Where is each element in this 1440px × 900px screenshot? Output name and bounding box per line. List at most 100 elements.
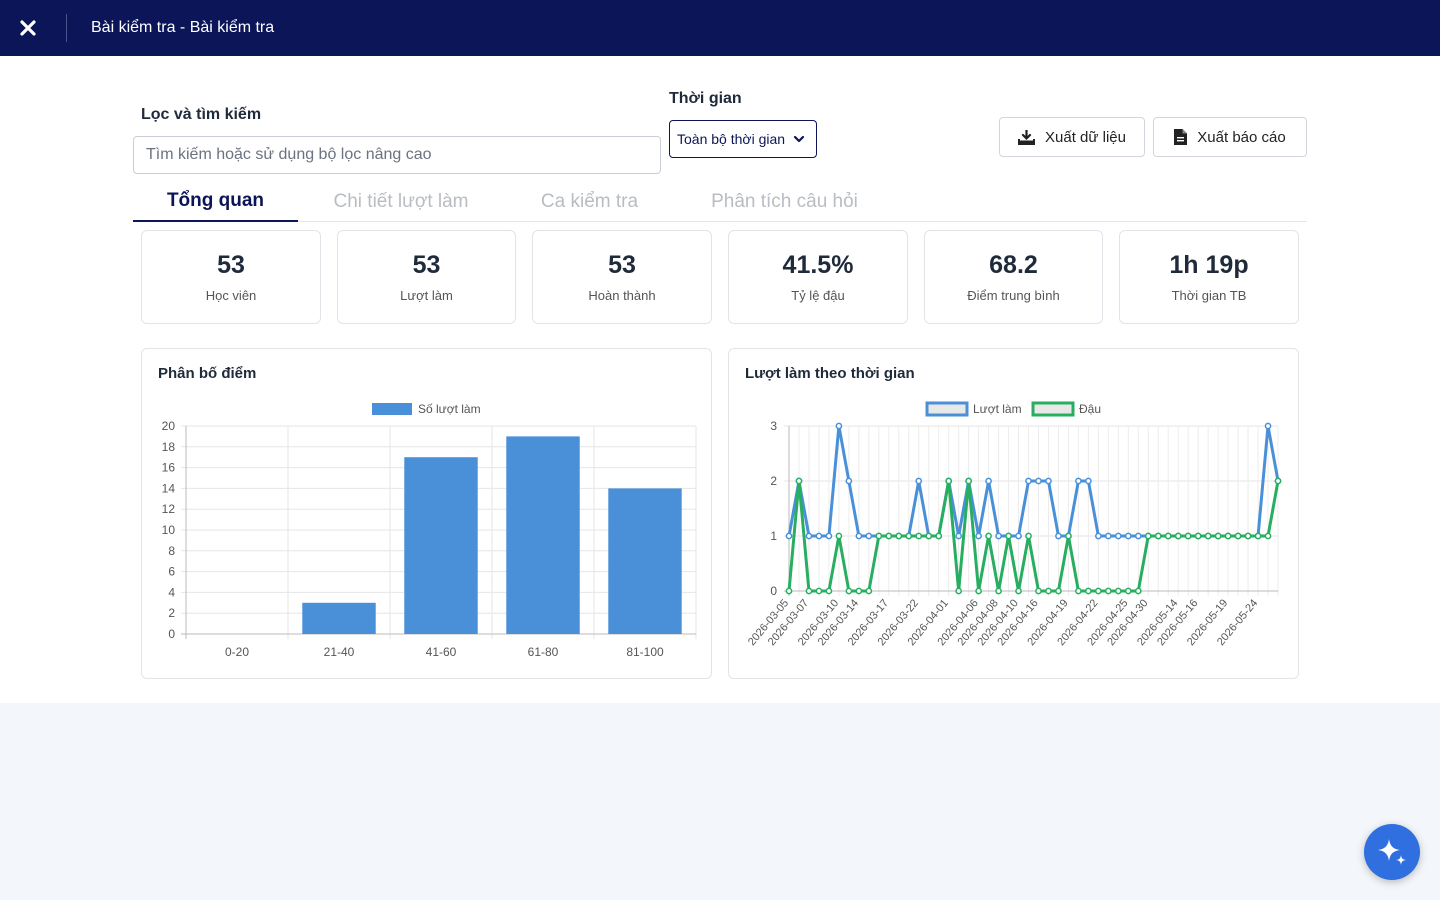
data-point	[1075, 477, 1082, 485]
legend-swatch	[925, 401, 969, 417]
stat-value: 53	[608, 251, 636, 279]
data-point	[905, 532, 913, 540]
data-point	[785, 532, 793, 540]
data-point	[1134, 532, 1142, 540]
data-point	[785, 587, 793, 595]
data-point	[1184, 532, 1192, 540]
data-point	[875, 532, 883, 540]
y-tick-label: 0	[770, 584, 777, 598]
bar	[404, 457, 478, 634]
data-point	[865, 532, 873, 540]
close-button[interactable]	[0, 0, 56, 56]
data-point	[1045, 587, 1052, 595]
data-point	[1055, 587, 1062, 595]
close-icon	[20, 20, 36, 36]
attempts-over-time-card: 0 1 2 3 2026-03-05 2026-03-07 2026-03-10 2026-0…	[728, 348, 1299, 679]
data-point	[1174, 532, 1182, 540]
time-range-select[interactable]: Toàn bộ thời gian	[669, 120, 817, 158]
data-point	[1164, 532, 1172, 540]
data-point	[795, 477, 803, 485]
tab-attempt-details[interactable]: Chi tiết lượt làm	[333, 191, 469, 212]
download-icon	[1018, 129, 1036, 145]
data-point	[925, 532, 933, 540]
bar	[302, 602, 376, 634]
data-point	[1015, 587, 1022, 595]
stat-value: 68.2	[989, 251, 1038, 279]
y-tick-label: 4	[168, 585, 175, 599]
ai-assistant-button[interactable]	[1364, 824, 1420, 880]
tab-test-sessions[interactable]: Ca kiểm tra	[540, 191, 639, 212]
data-point	[835, 532, 843, 540]
data-point	[1124, 587, 1132, 595]
data-point	[855, 587, 863, 595]
x-tick-label: 0-20	[225, 645, 249, 659]
header-divider	[66, 14, 67, 42]
data-point	[915, 532, 923, 540]
stat-card-average-score: 68.2 Điểm trung bình	[924, 230, 1103, 324]
data-point	[1025, 477, 1032, 485]
score-distribution-card: 0 2 4 6 8 10 12 14 16 18 20 0-20 21-40 41-60 61-80 81-1…	[141, 348, 712, 679]
legend-label: Đậu	[1079, 402, 1101, 416]
y-tick-label: 14	[162, 481, 176, 495]
tab-bar: Tổng quan Chi tiết lượt làm Ca kiểm tra …	[133, 182, 1307, 222]
data-point	[955, 587, 963, 595]
time-label: Thời gian	[669, 90, 742, 107]
page-title: Bài kiểm tra - Bài kiểm tra	[91, 19, 275, 36]
data-point	[1264, 532, 1272, 540]
stat-label: Thời gian TB	[1171, 288, 1247, 303]
export-report-button[interactable]: Xuất báo cáo	[1153, 117, 1307, 157]
data-point	[985, 477, 992, 485]
y-tick-label: 10	[162, 523, 176, 537]
data-point	[1035, 477, 1042, 485]
data-point	[1144, 532, 1152, 540]
data-point	[975, 587, 982, 595]
legend-swatch	[372, 403, 412, 415]
y-tick-label: 16	[162, 461, 176, 475]
data-point	[1104, 532, 1112, 540]
export-report-label: Xuất báo cáo	[1197, 128, 1286, 146]
data-point	[1095, 532, 1102, 540]
data-point	[1065, 532, 1072, 540]
y-tick-label: 6	[168, 565, 175, 579]
data-point	[1114, 587, 1122, 595]
data-point	[915, 477, 923, 485]
data-point	[815, 587, 823, 595]
search-input[interactable]	[133, 136, 661, 174]
data-point	[885, 532, 893, 540]
data-point	[1045, 477, 1052, 485]
data-point	[865, 587, 873, 595]
data-point	[1104, 587, 1112, 595]
y-tick-label: 20	[162, 419, 176, 433]
stat-label: Hoàn thành	[588, 288, 656, 303]
data-point	[845, 587, 853, 595]
data-point	[1234, 532, 1242, 540]
data-point	[975, 532, 982, 540]
filter-label: Lọc và tìm kiếm	[141, 106, 262, 123]
data-point	[995, 532, 1002, 540]
data-point	[1035, 587, 1042, 595]
data-point	[845, 477, 853, 485]
data-point	[985, 532, 992, 540]
stat-value: 53	[217, 251, 245, 279]
y-tick-label: 1	[770, 529, 777, 543]
data-point	[825, 532, 833, 540]
stat-label: Học viên	[205, 288, 257, 303]
data-point	[1015, 532, 1022, 540]
export-data-button[interactable]: Xuất dữ liệu	[999, 117, 1145, 157]
data-point	[1005, 532, 1012, 540]
x-tick-label: 41-60	[426, 645, 457, 659]
stat-card-completed: 53 Hoàn thành	[532, 230, 712, 324]
document-icon	[1174, 129, 1188, 145]
legend-label: Lượt làm	[973, 402, 1022, 416]
stat-value: 53	[412, 251, 441, 279]
stat-label: Điểm trung bình	[967, 288, 1060, 303]
tab-question-analysis[interactable]: Phân tích câu hỏi	[711, 191, 858, 212]
export-data-label: Xuất dữ liệu	[1045, 128, 1126, 146]
y-tick-label: 2	[168, 606, 175, 620]
data-point	[1214, 532, 1222, 540]
attempts-over-time-chart: 01232026-03-052026-03-072026-03-102026-0…	[746, 401, 1282, 648]
data-point	[825, 587, 833, 595]
tab-overview[interactable]: Tổng quan	[133, 182, 298, 222]
chevron-down-icon	[793, 135, 805, 143]
data-point	[1134, 587, 1142, 595]
